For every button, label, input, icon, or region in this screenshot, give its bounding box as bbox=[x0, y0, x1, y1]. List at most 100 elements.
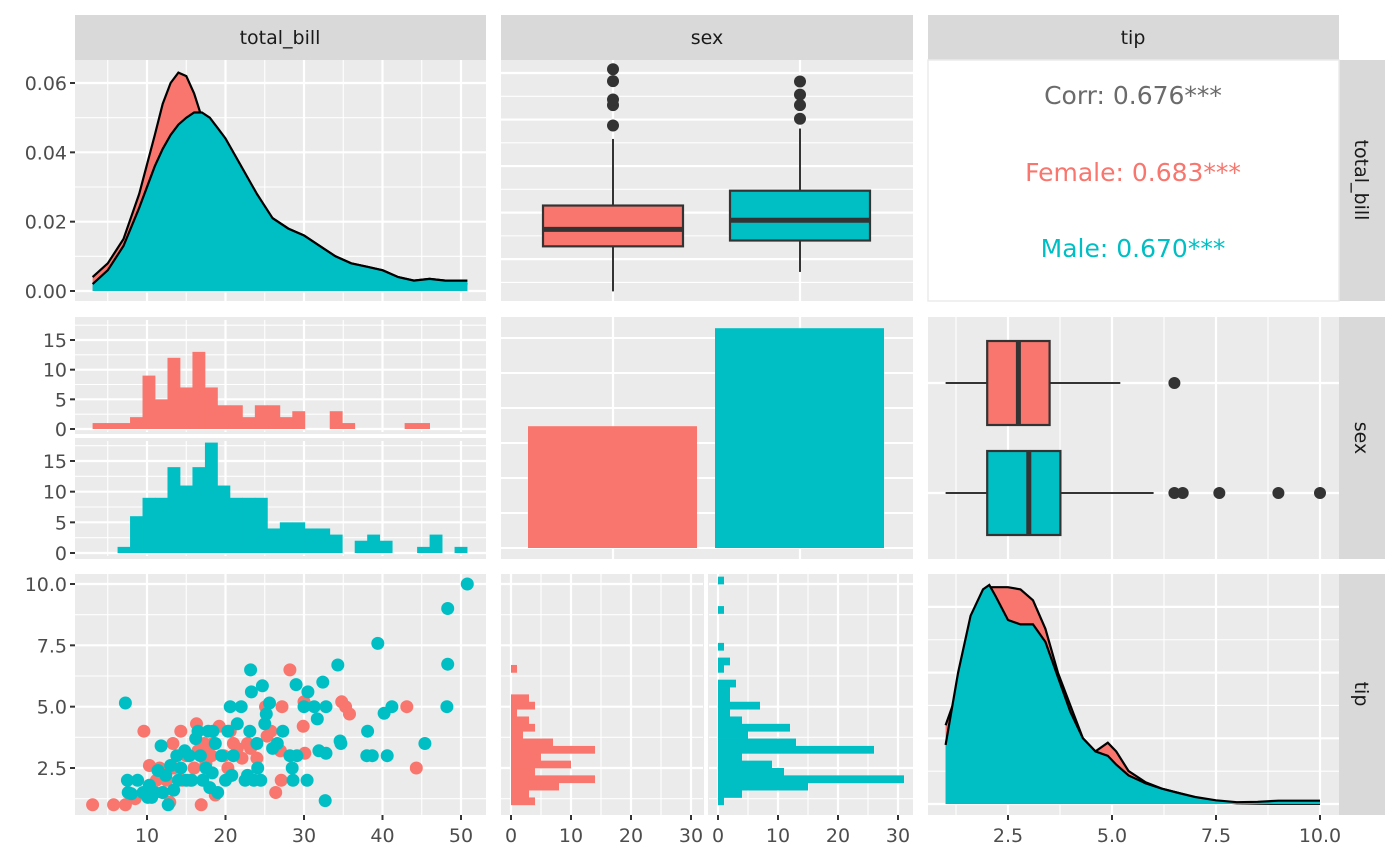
scatter-point-male bbox=[380, 749, 394, 763]
y-tick-label-histogram: 0 bbox=[55, 419, 67, 441]
scatter-point-male bbox=[385, 700, 399, 714]
scatter-point-male bbox=[318, 794, 332, 808]
scatter-point-male bbox=[289, 678, 303, 692]
corr-male-label: Male: 0.670*** bbox=[1041, 234, 1226, 263]
histogram-bar-male bbox=[718, 687, 730, 695]
scatter-point-female bbox=[400, 700, 414, 714]
strip-col-sex-label: sex bbox=[691, 27, 724, 49]
histogram-bar-male bbox=[229, 497, 243, 553]
histogram-bar-female bbox=[511, 790, 529, 798]
histogram-bar-female bbox=[167, 357, 181, 429]
x-tick-label-count: 0 bbox=[712, 825, 724, 847]
scatter-point-male bbox=[221, 724, 235, 738]
correlation-panel: Corr: 0.676*** Female: 0.683*** Male: 0.… bbox=[927, 59, 1340, 302]
histogram-bar-female bbox=[511, 716, 529, 725]
histogram-bar-male bbox=[155, 497, 168, 553]
scatter-point-female bbox=[86, 798, 100, 812]
histogram-bar-female bbox=[511, 768, 535, 776]
x-tick-label-total-bill: 20 bbox=[213, 825, 237, 847]
histogram-bar-male bbox=[217, 485, 231, 553]
outlier-point bbox=[1168, 487, 1181, 499]
scatter-point-male bbox=[120, 773, 134, 787]
histogram-bar-female bbox=[329, 411, 343, 429]
outlier-point bbox=[1314, 487, 1326, 499]
scatter-point-male bbox=[206, 724, 220, 738]
y-tick-label-tip: 10.0 bbox=[25, 574, 67, 596]
scatter-point-male bbox=[255, 679, 269, 693]
histogram-bar-female bbox=[105, 423, 118, 429]
box-male bbox=[986, 449, 1062, 537]
scatter-point-male bbox=[258, 717, 272, 731]
scatter-point-male bbox=[234, 700, 248, 714]
scatter-point-male bbox=[131, 773, 145, 787]
scatter-point-female bbox=[204, 749, 218, 763]
scatter-point-female bbox=[409, 761, 423, 775]
histogram-bar-male bbox=[117, 546, 131, 553]
strip-col-tip-label: tip bbox=[1121, 27, 1146, 49]
scatter-point-male bbox=[244, 663, 258, 677]
histogram-bar-male bbox=[718, 760, 772, 769]
histogram-bar-female bbox=[511, 760, 571, 769]
strip-row-total-bill-label: total_bill bbox=[1350, 140, 1372, 221]
histogram-bar-female bbox=[92, 423, 106, 429]
x-tick-label-tip: 5.0 bbox=[1097, 825, 1127, 847]
histogram-bar-male bbox=[718, 679, 736, 688]
histogram-bar-female bbox=[204, 387, 218, 429]
strip-col-total-bill-label: total_bill bbox=[240, 27, 321, 49]
scatter-point-male bbox=[418, 737, 432, 750]
strip-row-tip-label: tip bbox=[1350, 682, 1372, 707]
histogram-bar-female bbox=[511, 782, 559, 791]
histogram-bar-female bbox=[511, 731, 523, 739]
panel-total-bill-boxplot bbox=[501, 60, 913, 301]
scatter-point-male bbox=[156, 786, 170, 799]
scatter-point-male bbox=[191, 724, 205, 738]
histogram-bar-female bbox=[242, 417, 256, 429]
histogram-bar-male bbox=[192, 467, 206, 553]
histogram-bar-male bbox=[130, 516, 143, 553]
scatter-point-female bbox=[107, 798, 121, 812]
scatter-point-female bbox=[283, 663, 297, 677]
histogram-bar-female bbox=[292, 411, 306, 429]
outlier-point bbox=[794, 88, 806, 101]
scatter-point-female bbox=[187, 761, 201, 775]
density-line-male bbox=[91, 111, 468, 285]
histogram-bar-male bbox=[718, 797, 724, 806]
histogram-bar-male bbox=[267, 528, 281, 553]
scatter-point-male bbox=[286, 773, 300, 787]
histogram-bar-female bbox=[342, 423, 356, 429]
y-tick-label-density: 0.00 bbox=[25, 281, 67, 303]
outlier-point bbox=[1213, 487, 1226, 499]
outlier-point bbox=[794, 75, 806, 88]
scatter-point-female bbox=[275, 700, 289, 714]
strip-row-tip bbox=[1339, 574, 1385, 815]
y-tick-label-histogram: 10 bbox=[43, 360, 67, 382]
histogram-bar-female bbox=[229, 405, 243, 429]
y-tick-label-tip: 2.5 bbox=[37, 758, 67, 780]
scatter-point-female bbox=[166, 737, 180, 750]
histogram-bar-male bbox=[718, 782, 808, 791]
x-tick-label-count: 0 bbox=[505, 825, 517, 847]
histogram-bar-male bbox=[454, 546, 468, 553]
histogram-bar-female bbox=[179, 387, 193, 429]
outlier-point bbox=[1176, 487, 1189, 499]
count-bar-female bbox=[528, 426, 697, 548]
scatter-point-male bbox=[301, 685, 315, 699]
histogram-bar-female bbox=[254, 405, 268, 429]
scatter-point-female bbox=[343, 707, 356, 721]
x-tick-label-tip: 10.0 bbox=[1299, 825, 1341, 847]
histogram-bar-male bbox=[142, 497, 156, 553]
histogram-bar-male bbox=[718, 709, 730, 717]
histogram-bar-female bbox=[511, 753, 541, 762]
scatter-point-male bbox=[361, 724, 375, 738]
strip-row-sex bbox=[1339, 317, 1385, 559]
x-tick-label-count: 20 bbox=[619, 825, 643, 847]
x-tick-label-tip: 7.5 bbox=[1201, 825, 1231, 847]
x-tick-label-total-bill: 50 bbox=[449, 825, 473, 847]
histogram-bar-female bbox=[511, 775, 595, 784]
scatter-point-male bbox=[174, 761, 188, 775]
scatter-point-male bbox=[307, 700, 321, 714]
scatter-point-male bbox=[215, 749, 229, 763]
outlier-point bbox=[1272, 487, 1285, 499]
y-tick-label-histogram: 5 bbox=[55, 512, 67, 534]
outlier-point bbox=[607, 119, 619, 132]
